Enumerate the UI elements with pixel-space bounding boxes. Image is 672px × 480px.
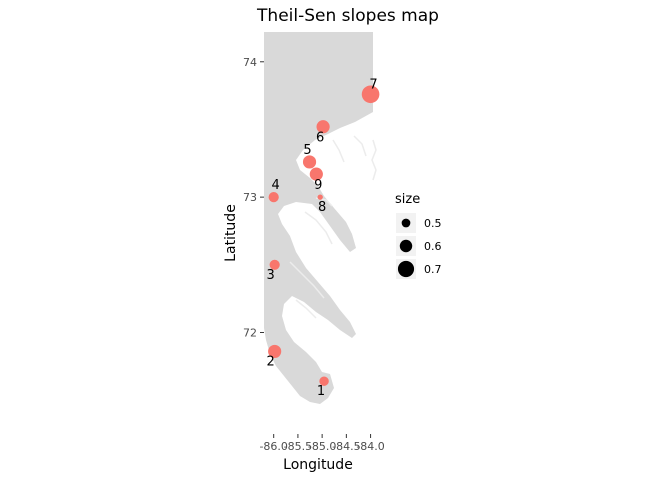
data-point-3 bbox=[269, 259, 280, 270]
land-mass bbox=[264, 32, 373, 404]
legend-key-0.6 bbox=[399, 239, 413, 253]
data-point-8 bbox=[317, 194, 323, 200]
point-label: 4 bbox=[272, 178, 280, 193]
y-tick-label: 73 bbox=[243, 191, 257, 204]
point-label: 6 bbox=[316, 131, 324, 146]
point-label: 5 bbox=[303, 143, 311, 158]
point-label: 3 bbox=[267, 268, 275, 283]
point-label: 9 bbox=[314, 178, 322, 193]
data-points bbox=[268, 85, 380, 386]
data-point-2 bbox=[268, 344, 282, 359]
point-label: 8 bbox=[318, 200, 326, 215]
y-axis: 72 73 74 bbox=[243, 56, 264, 339]
x-tick-label: -85.5 bbox=[284, 440, 312, 453]
x-axis-title: Longitude bbox=[283, 457, 353, 473]
legend: size 0.5 0.6 0.7 bbox=[395, 192, 442, 279]
coastline bbox=[289, 135, 377, 319]
x-tick-label: -85.0 bbox=[308, 440, 336, 453]
data-point-9 bbox=[309, 167, 323, 181]
data-point-6 bbox=[316, 120, 330, 134]
data-point-1 bbox=[319, 376, 329, 386]
legend-label: 0.7 bbox=[424, 263, 442, 276]
x-tick-label: -86.0 bbox=[259, 440, 287, 453]
plot-panel bbox=[264, 32, 377, 434]
y-axis-title: Latitude bbox=[223, 204, 239, 262]
legend-label: 0.6 bbox=[424, 240, 442, 253]
data-point-7 bbox=[361, 85, 380, 104]
x-tick-label: -84.0 bbox=[356, 440, 384, 453]
x-tick-label: -84.5 bbox=[332, 440, 360, 453]
legend-title: size bbox=[395, 192, 420, 207]
legend-key-0.7 bbox=[397, 260, 415, 278]
chart-title: Theil-Sen slopes map bbox=[256, 6, 439, 26]
y-tick-label: 72 bbox=[243, 326, 257, 339]
point-label: 2 bbox=[267, 354, 275, 369]
data-point-5 bbox=[302, 155, 317, 169]
point-label: 1 bbox=[317, 384, 325, 399]
legend-label: 0.5 bbox=[424, 217, 442, 230]
y-tick-label: 74 bbox=[243, 56, 257, 69]
point-label: 7 bbox=[369, 77, 377, 92]
point-labels: 1 2 3 4 56 7 8 9 bbox=[267, 77, 378, 399]
x-axis: -86.0-85.5-85.0-84.5-84.0 bbox=[259, 434, 385, 453]
data-point-4 bbox=[268, 192, 279, 203]
legend-key-0.5 bbox=[401, 218, 411, 228]
